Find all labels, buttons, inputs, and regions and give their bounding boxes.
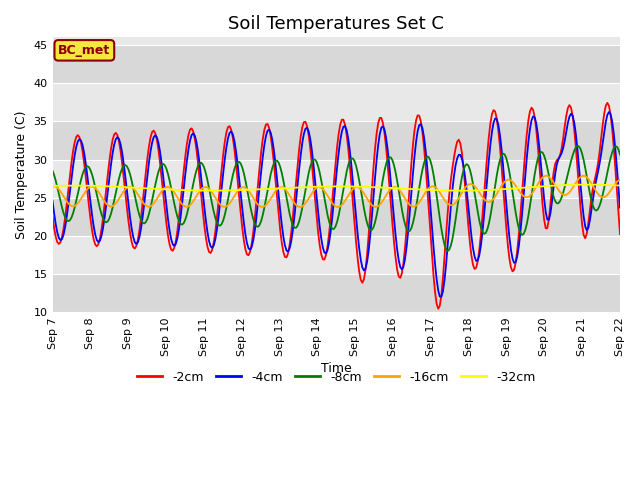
Bar [52, 274, 620, 312]
Bar [52, 198, 620, 236]
Legend: -2cm, -4cm, -8cm, -16cm, -32cm: -2cm, -4cm, -8cm, -16cm, -32cm [132, 366, 540, 389]
Bar [52, 45, 620, 83]
X-axis label: Time: Time [321, 361, 351, 374]
Text: BC_met: BC_met [58, 44, 111, 57]
Y-axis label: Soil Temperature (C): Soil Temperature (C) [15, 110, 28, 239]
Bar [52, 121, 620, 159]
Title: Soil Temperatures Set C: Soil Temperatures Set C [228, 15, 444, 33]
